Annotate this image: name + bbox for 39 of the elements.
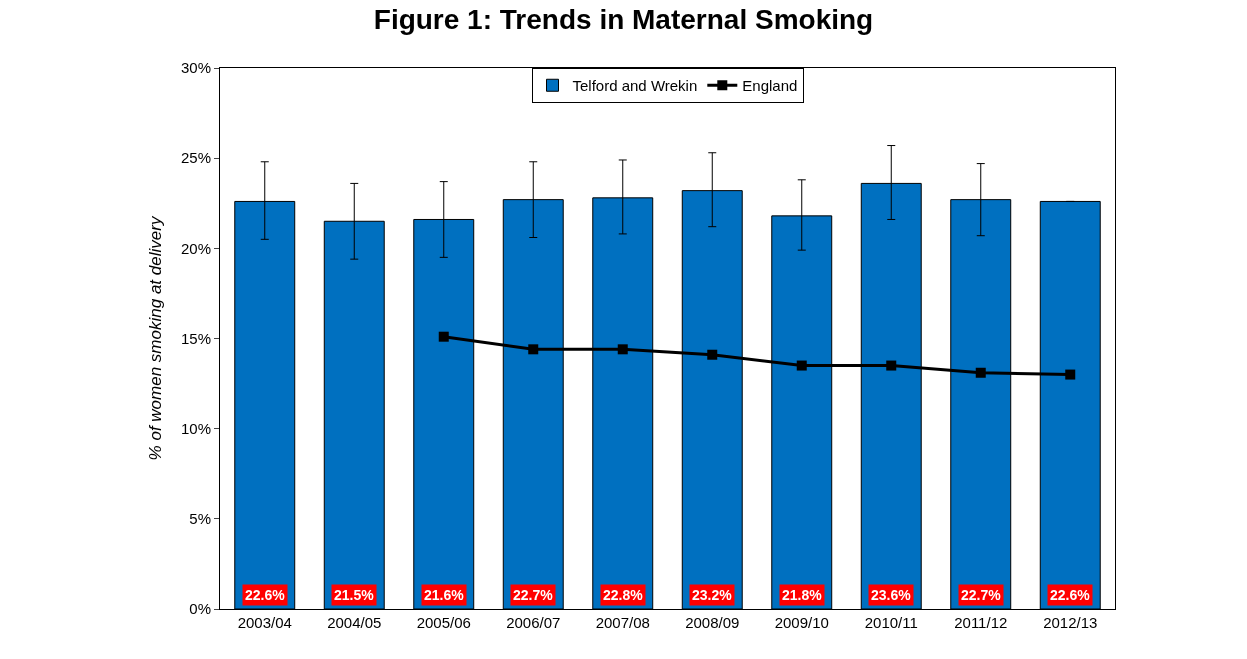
x-tick-label: 2004/05 [327, 614, 382, 631]
y-tick-label: 30% [180, 59, 211, 77]
legend-label: Telford and Wrekin [572, 77, 698, 95]
point [617, 344, 628, 355]
point [975, 367, 986, 378]
data-label: 22.7% [961, 587, 1002, 603]
x-tick-label: 2008/09 [685, 614, 740, 631]
y-tick-label: 0% [189, 600, 211, 618]
x-tick-label: 2010/11 [864, 614, 918, 631]
y-tick-label: 5% [189, 510, 211, 528]
y-tick-label: 15% [180, 329, 211, 347]
x-tick-label: 2012/13 [1043, 614, 1098, 631]
x-tick-label: 2007/08 [595, 614, 650, 631]
chart-title: Figure 1: Trends in Maternal Smoking [373, 4, 874, 36]
data-label: 21.5% [334, 587, 375, 603]
point [1065, 369, 1076, 380]
data-label: 22.6% [245, 587, 286, 603]
data-label: 22.8% [603, 587, 644, 603]
y-tick-label: 10% [180, 419, 211, 437]
point [528, 344, 539, 355]
data-label: 23.2% [692, 587, 733, 603]
data-label: 21.8% [782, 587, 823, 603]
point [438, 331, 449, 342]
data-label: 23.6% [871, 587, 912, 603]
data-label: 21.6% [424, 587, 465, 603]
x-tick-label: 2003/04 [237, 614, 292, 631]
x-tick-label: 2011/12 [954, 614, 1008, 631]
point [796, 360, 807, 371]
x-tick-label: 2006/07 [506, 614, 561, 631]
data-label: 22.6% [1050, 587, 1091, 603]
x-tick-label: 2009/10 [774, 614, 829, 631]
y-tick-label: 25% [180, 149, 211, 167]
y-tick-label: 20% [180, 239, 211, 257]
data-label: 22.7% [513, 587, 554, 603]
point [707, 349, 718, 360]
y-axis-title: % of women smoking at delivery [145, 215, 165, 461]
legend-label: England [742, 77, 798, 95]
point [886, 360, 897, 371]
x-tick-label: 2005/06 [416, 614, 471, 631]
